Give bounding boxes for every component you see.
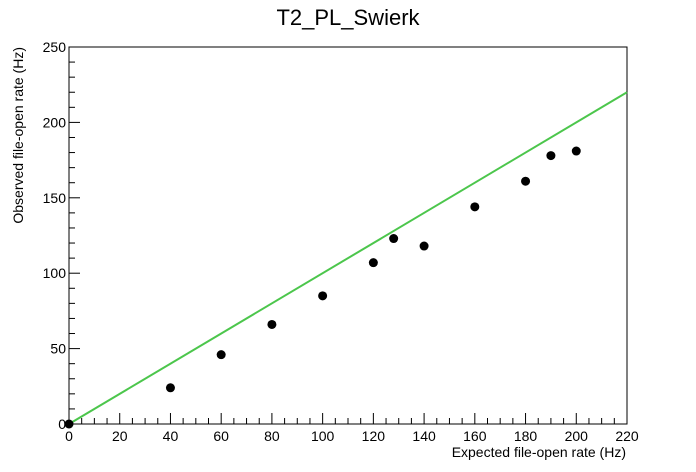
- x-axis-label: Expected file-open rate (Hz): [452, 444, 626, 460]
- y-tick-label: 200: [43, 114, 67, 130]
- data-point: [318, 291, 328, 301]
- chart-title: T2_PL_Swierk: [276, 5, 420, 30]
- x-tick-label: 220: [615, 428, 639, 444]
- x-tick-label: 180: [514, 428, 538, 444]
- y-tick-label: 100: [43, 265, 67, 281]
- x-tick-label: 20: [112, 428, 128, 444]
- y-tick-label: 0: [58, 416, 66, 432]
- x-tick-label: 80: [264, 428, 280, 444]
- data-point: [267, 319, 277, 329]
- x-tick-label: 160: [463, 428, 487, 444]
- x-tick-label: 40: [163, 428, 179, 444]
- x-tick-label: 120: [362, 428, 386, 444]
- reference-line: [68, 91, 628, 425]
- data-point: [571, 146, 581, 156]
- y-tick-label: 150: [43, 190, 67, 206]
- data-point: [368, 258, 378, 268]
- data-point: [389, 234, 399, 244]
- x-tick-label: 140: [412, 428, 436, 444]
- data-point: [419, 241, 429, 251]
- data-point: [165, 383, 175, 393]
- x-axis: 0 20 40 60 80 100 120 140 160 180 200 220: [65, 413, 639, 444]
- x-tick-label: 200: [565, 428, 589, 444]
- data-point: [546, 151, 556, 161]
- x-tick-label: 60: [213, 428, 229, 444]
- data-point: [64, 419, 74, 429]
- y-axis: 0 50 100 150 200 250: [43, 39, 80, 432]
- data-point: [470, 202, 480, 212]
- data-point: [216, 350, 226, 360]
- plot-frame: [68, 46, 628, 425]
- data-point: [521, 176, 531, 186]
- y-tick-label: 50: [50, 341, 66, 357]
- y-tick-label: 250: [43, 39, 67, 55]
- reference-line-layer: [68, 91, 628, 425]
- x-tick-label: 100: [311, 428, 335, 444]
- data-points: [64, 146, 581, 429]
- x-tick-label: 0: [65, 428, 73, 444]
- y-axis-label: Observed file-open rate (Hz): [10, 47, 26, 224]
